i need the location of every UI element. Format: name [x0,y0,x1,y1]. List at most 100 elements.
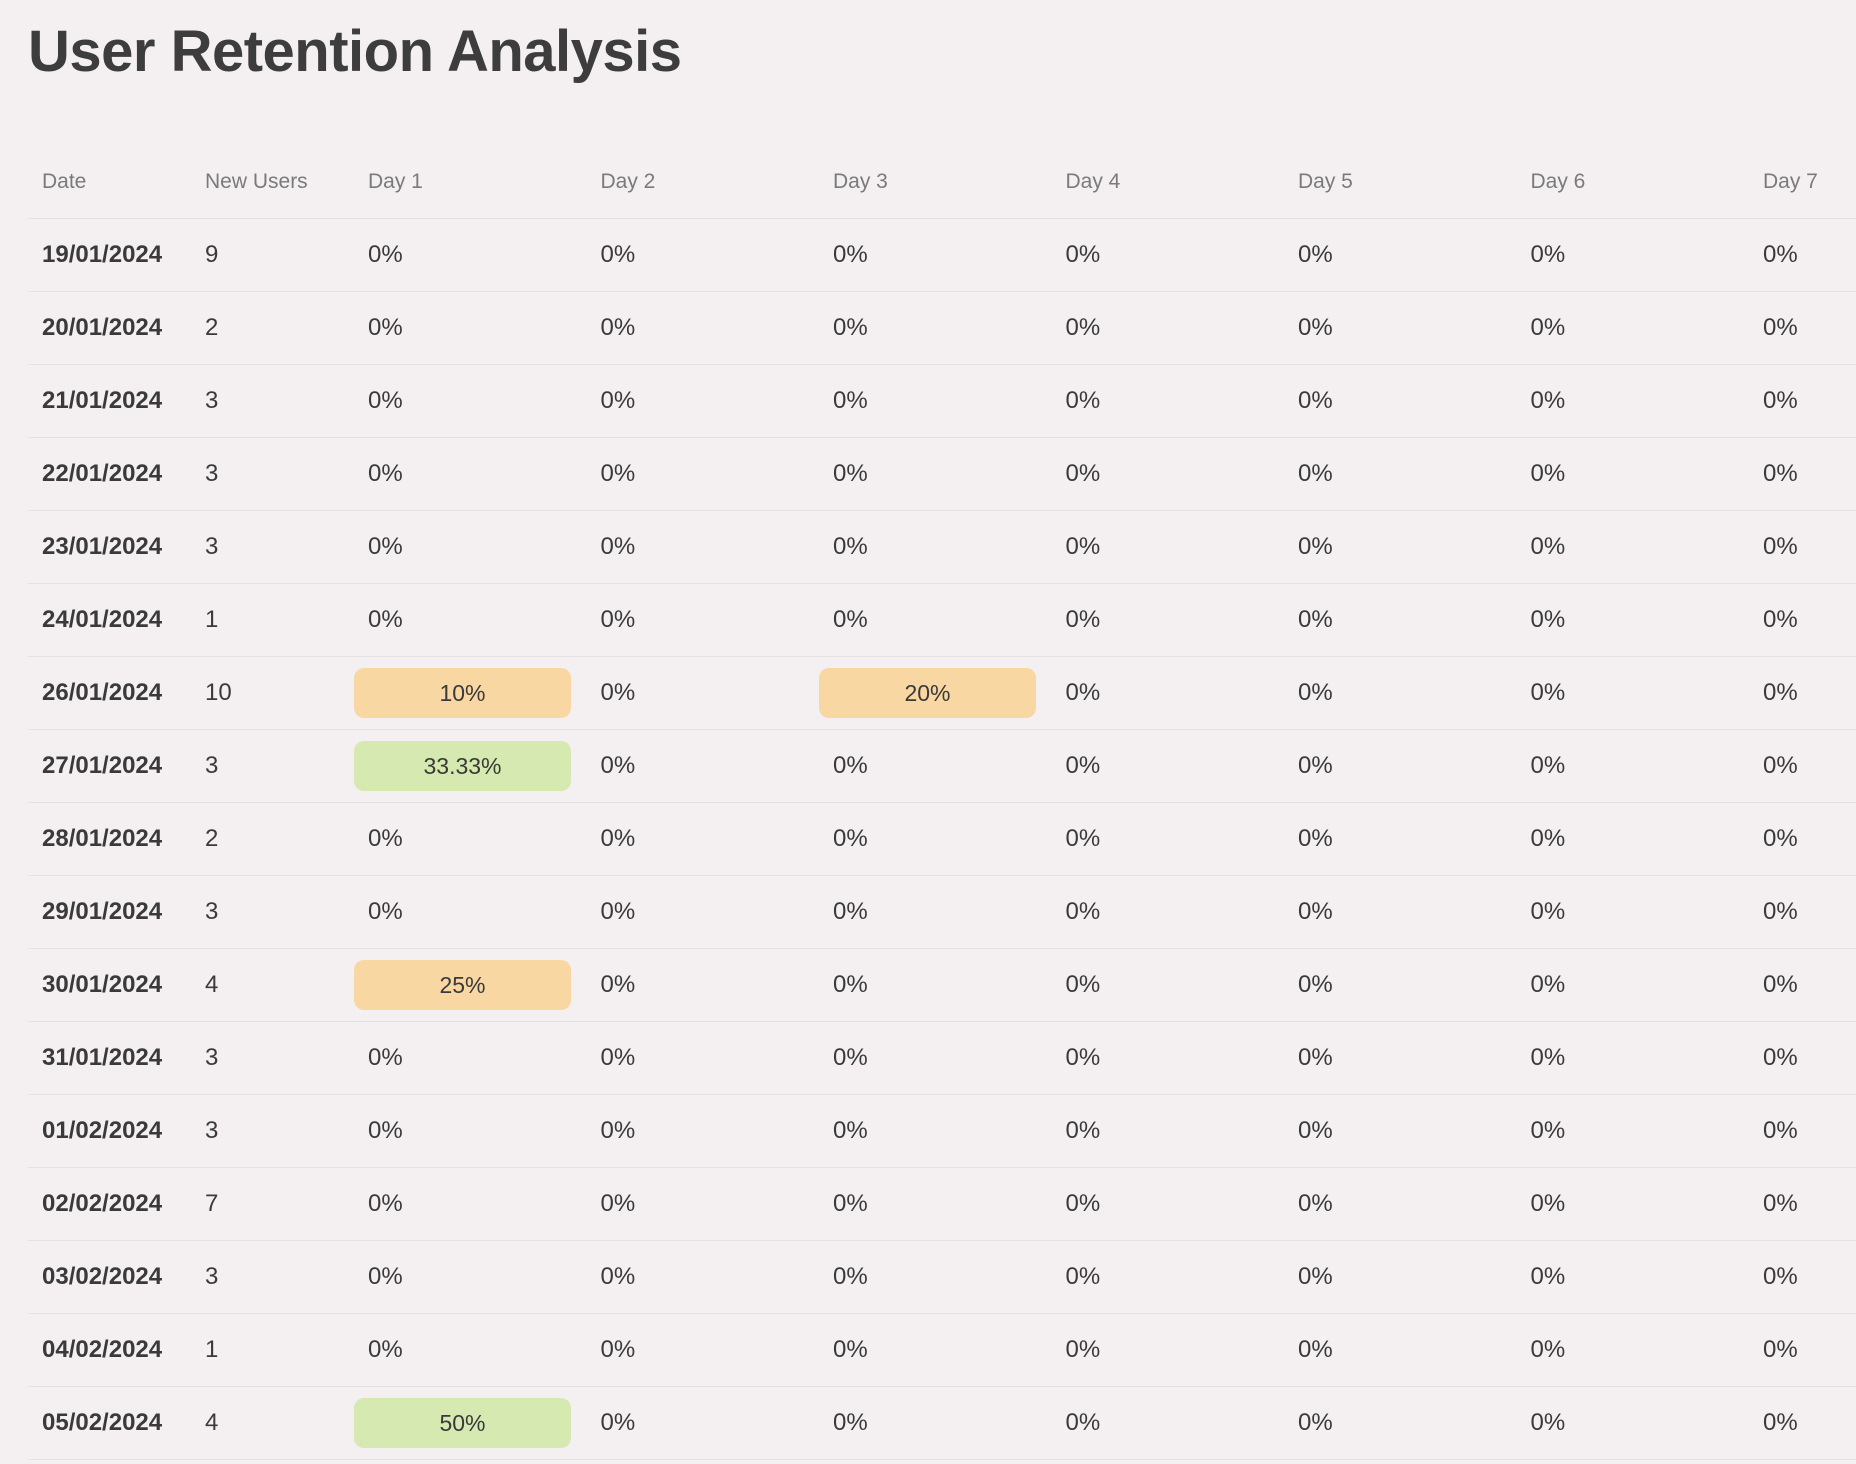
retention-cell-day-7: 0% [1763,679,1798,706]
retention-cell-day-6: 0% [1530,314,1566,341]
column-header-new-users[interactable]: New Users [205,170,308,193]
table-row: 23/01/2024 3 0% 0% 0% 0% 0% 0% 0% [28,511,1856,584]
new-users-count: 1 [205,1336,219,1363]
cohort-date: 02/02/2024 [42,1190,163,1217]
cohort-date: 01/02/2024 [42,1117,163,1144]
retention-cell-day-2: 0% [600,1190,636,1217]
retention-cell-day-6: 0% [1530,971,1566,998]
column-header-day-7[interactable]: Day 7 [1763,170,1818,193]
retention-cell-day-2: 0% [600,679,636,706]
retention-cell-day-1: 0% [368,1336,403,1363]
retention-cell-day-5: 0% [1298,533,1333,560]
new-users-count: 3 [205,387,219,414]
retention-cell-day-1: 0% [368,1117,403,1144]
retention-cell-day-5: 0% [1298,1336,1333,1363]
retention-cell-day-6: 0% [1530,1409,1566,1436]
retention-cell-day-7: 0% [1763,1409,1798,1436]
new-users-count: 3 [205,1263,219,1290]
retention-cell-day-6: 0% [1530,387,1566,414]
table-row: 04/02/2024 1 0% 0% 0% 0% 0% 0% 0% [28,1314,1856,1387]
retention-cell-day-1: 10% [354,668,587,718]
new-users-count: 3 [205,898,219,925]
retention-cell-day-5: 0% [1298,1117,1333,1144]
retention-cell-day-1: 0% [368,898,403,925]
retention-highlight-badge: 20% [819,668,1036,718]
retention-cell-day-5: 0% [1298,387,1333,414]
new-users-count: 1 [205,606,219,633]
retention-cell-day-4: 0% [1065,1336,1101,1363]
column-header-date[interactable]: Date [42,170,87,193]
retention-cell-day-3: 0% [833,1263,868,1290]
table-row: 27/01/2024 3 33.33% 0% 0% 0% 0% 0% 0% [28,730,1856,803]
new-users-count: 3 [205,460,219,487]
retention-highlight-badge: 10% [354,668,571,718]
retention-cell-day-3: 0% [833,1336,868,1363]
retention-cell-day-7: 0% [1763,533,1798,560]
retention-cell-day-2: 0% [600,825,636,852]
cohort-date: 04/02/2024 [42,1336,163,1363]
retention-cell-day-3: 0% [833,1190,868,1217]
cohort-date: 21/01/2024 [42,387,163,414]
table-row: 20/01/2024 2 0% 0% 0% 0% 0% 0% 0% [28,292,1856,365]
retention-cell-day-4: 0% [1065,1263,1101,1290]
retention-cell-day-2: 0% [600,898,636,925]
table-row: 30/01/2024 4 25% 0% 0% 0% 0% 0% 0% [28,949,1856,1022]
retention-cell-day-2: 0% [600,314,636,341]
retention-cell-day-6: 0% [1530,1336,1566,1363]
retention-cell-day-4: 0% [1065,387,1101,414]
retention-cell-day-2: 0% [600,971,636,998]
retention-cell-day-7: 0% [1763,971,1798,998]
retention-cell-day-2: 0% [600,1336,636,1363]
cohort-date: 20/01/2024 [42,314,163,341]
cohort-date: 30/01/2024 [42,971,163,998]
retention-cell-day-5: 0% [1298,752,1333,779]
column-header-day-2[interactable]: Day 2 [600,170,656,193]
retention-cell-day-3: 0% [833,533,868,560]
new-users-count: 10 [205,679,232,706]
table-header-row: Date New Users Day 1 Day 2 Day 3 Day 4 D… [28,146,1856,219]
table-row: 03/02/2024 3 0% 0% 0% 0% 0% 0% 0% [28,1241,1856,1314]
column-header-day-5[interactable]: Day 5 [1298,170,1353,193]
retention-cell-day-7: 0% [1763,606,1798,633]
retention-cell-day-6: 0% [1530,752,1566,779]
column-header-day-1[interactable]: Day 1 [368,170,423,193]
new-users-count: 3 [205,752,219,779]
retention-cell-day-5: 0% [1298,1190,1333,1217]
table-row: 31/01/2024 3 0% 0% 0% 0% 0% 0% 0% [28,1022,1856,1095]
column-header-day-3[interactable]: Day 3 [833,170,888,193]
retention-highlight-badge: 50% [354,1398,571,1448]
table-row: 05/02/2024 4 50% 0% 0% 0% 0% 0% 0% [28,1387,1856,1460]
cohort-date: 03/02/2024 [42,1263,163,1290]
retention-cell-day-2: 0% [600,387,636,414]
retention-highlight-badge: 33.33% [354,741,571,791]
retention-cell-day-2: 0% [600,752,636,779]
cohort-date: 31/01/2024 [42,1044,163,1071]
table-row: 28/01/2024 2 0% 0% 0% 0% 0% 0% 0% [28,803,1856,876]
retention-cell-day-6: 0% [1530,1044,1566,1071]
retention-cell-day-3: 0% [833,825,868,852]
new-users-count: 3 [205,1044,219,1071]
retention-cell-day-4: 0% [1065,1190,1101,1217]
new-users-count: 3 [205,1117,219,1144]
retention-cell-day-7: 0% [1763,460,1798,487]
retention-cell-day-2: 0% [600,606,636,633]
retention-cell-day-3: 0% [833,971,868,998]
retention-cell-day-6: 0% [1530,460,1566,487]
table-row: 24/01/2024 1 0% 0% 0% 0% 0% 0% 0% [28,584,1856,657]
column-header-day-6[interactable]: Day 6 [1530,170,1586,193]
cohort-date: 22/01/2024 [42,460,163,487]
retention-cell-day-7: 0% [1763,752,1798,779]
retention-cell-day-5: 0% [1298,825,1333,852]
retention-cell-day-7: 0% [1763,387,1798,414]
retention-cell-day-3: 20% [819,668,1052,718]
retention-cell-day-7: 0% [1763,1044,1798,1071]
retention-cell-day-5: 0% [1298,971,1333,998]
retention-highlight-badge: 25% [354,960,571,1010]
retention-cell-day-3: 0% [833,1044,868,1071]
new-users-count: 4 [205,971,219,998]
retention-cell-day-5: 0% [1298,1409,1333,1436]
retention-cell-day-6: 0% [1530,533,1566,560]
retention-cell-day-1: 0% [368,460,403,487]
column-header-day-4[interactable]: Day 4 [1065,170,1121,193]
retention-cell-day-5: 0% [1298,679,1333,706]
